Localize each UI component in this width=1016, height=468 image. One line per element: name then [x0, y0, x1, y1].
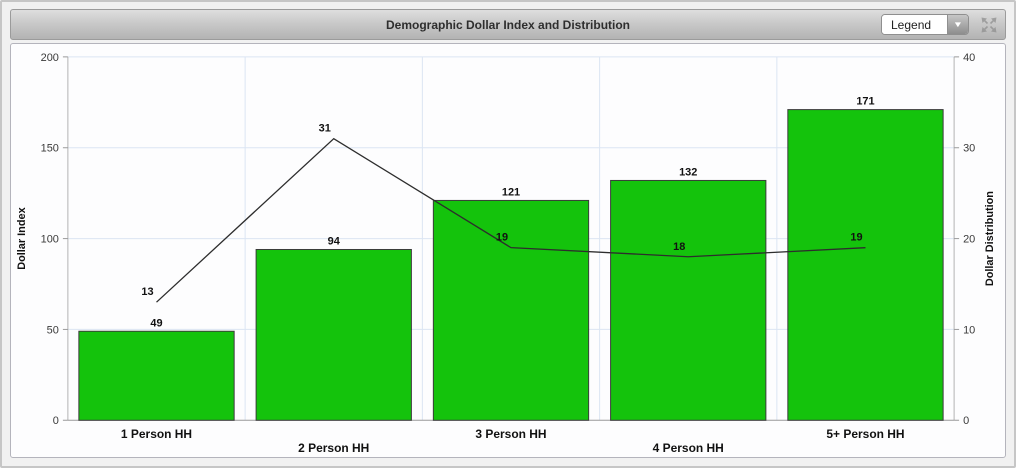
chart-canvas: 0 50 100 150 200 0 10 20 30 40 49 94 121 132 171 13 31 19…: [16, 52, 996, 455]
category-label: 2 Person HH: [298, 441, 369, 455]
category-label: 3 Person HH: [475, 427, 546, 441]
right-axis-title: Dollar Distribution: [984, 191, 996, 286]
bar-3-person-hh: [432, 199, 590, 421]
legend-dropdown-arrow-button[interactable]: ▼: [947, 15, 968, 34]
expand-arrows-icon[interactable]: [979, 15, 999, 35]
bar-1-person-hh: [78, 330, 235, 421]
bar-4-person-hh: [610, 179, 767, 421]
category-label: 1 Person HH: [121, 427, 192, 441]
legend-dropdown-label: Legend: [882, 15, 947, 34]
line-value-label: 19: [496, 232, 508, 244]
right-axis-tick-label: 30: [963, 143, 975, 155]
category-label: 5+ Person HH: [826, 427, 904, 441]
line-value-label: 13: [141, 286, 153, 298]
right-axis-tick-label: 20: [963, 234, 975, 246]
chevron-down-icon: ▼: [952, 19, 964, 29]
bar-value-label: 121: [502, 186, 520, 198]
bar-5-person-hh: [787, 109, 944, 421]
line-value-label: 18: [673, 241, 685, 253]
bar-value-label: 132: [679, 167, 697, 179]
category-label: 4 Person HH: [653, 441, 724, 455]
bar-value-label: 94: [328, 236, 341, 248]
right-axis-tick-label: 40: [963, 52, 975, 64]
legend-dropdown[interactable]: Legend ▼: [881, 14, 969, 35]
line-value-label: 31: [319, 123, 331, 135]
line-value-label: 19: [850, 232, 862, 244]
chart-panel: 0 50 100 150 200 0 10 20 30 40 49 94 121 132 171 13 31 19…: [10, 43, 1006, 458]
bar-value-label: 171: [856, 96, 874, 108]
left-axis-tick-label: 0: [53, 415, 59, 427]
left-axis-tick-label: 200: [41, 52, 59, 64]
left-axis-tick-label: 100: [41, 234, 59, 246]
header-controls: Legend ▼: [881, 10, 999, 39]
right-axis-tick-label: 0: [963, 415, 969, 427]
left-axis-title: Dollar Index: [16, 207, 28, 269]
chart-title: Demographic Dollar Index and Distributio…: [385, 17, 631, 32]
right-axis-tick-label: 10: [963, 324, 975, 336]
distribution-line: [156, 137, 866, 303]
left-axis-tick-label: 150: [41, 143, 59, 155]
chart-header: Demographic Dollar Index and Distributio…: [10, 9, 1006, 40]
bar-2-person-hh: [255, 248, 412, 421]
left-axis-tick-label: 50: [47, 324, 59, 336]
bar-value-label: 49: [150, 317, 162, 329]
